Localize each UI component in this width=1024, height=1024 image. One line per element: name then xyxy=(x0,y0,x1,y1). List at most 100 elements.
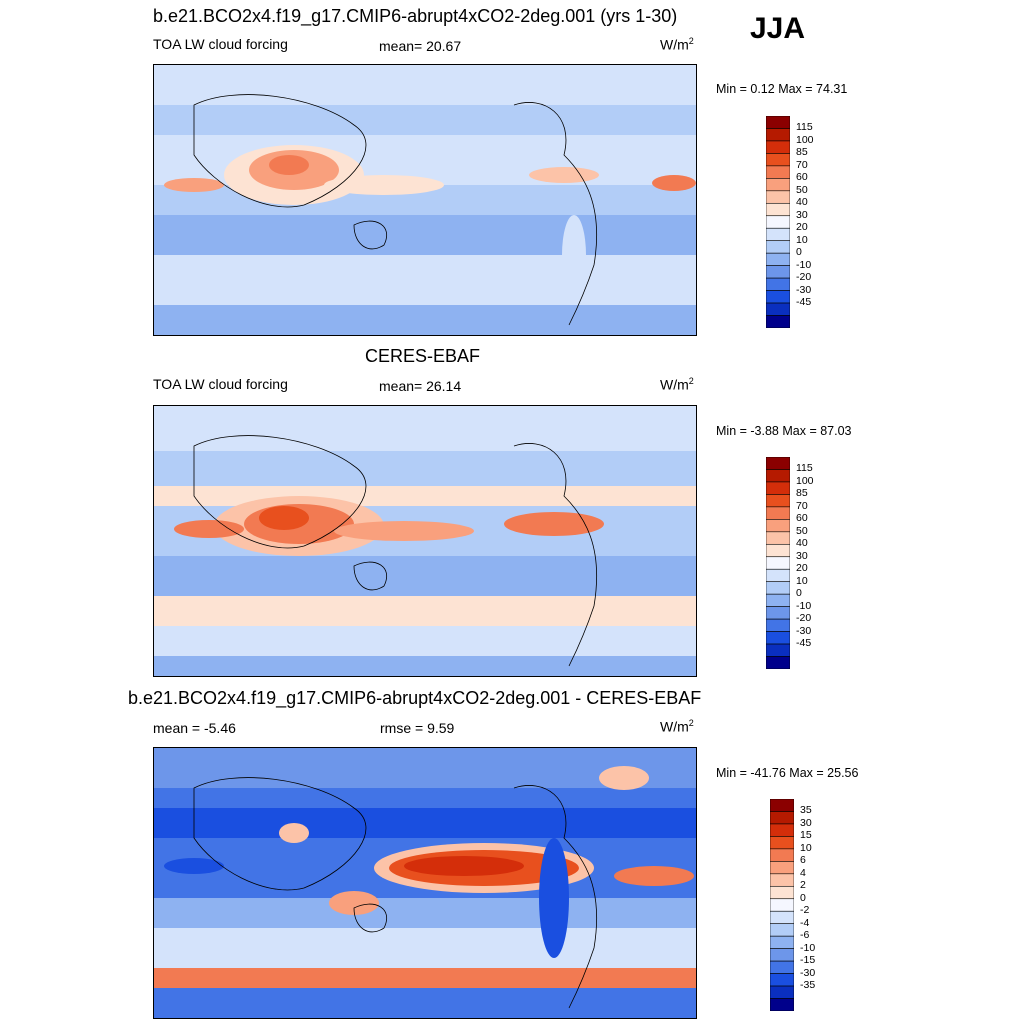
colorbar-tick-label: 30 xyxy=(796,208,808,221)
panel1-units: W/m2 xyxy=(660,36,694,53)
colorbar-tick-label: 115 xyxy=(796,462,813,475)
colorbar-tick-label: 85 xyxy=(796,487,808,500)
colorbar-swatch xyxy=(765,469,791,483)
panel2-variable: TOA LW cloud forcing xyxy=(153,376,288,392)
colorbar-swatch xyxy=(769,923,795,937)
colorbar-swatch xyxy=(765,240,791,254)
colorbar-swatch xyxy=(769,861,795,875)
colorbar-swatch xyxy=(769,811,795,825)
panel1-variable: TOA LW cloud forcing xyxy=(153,36,288,52)
colorbar-swatch xyxy=(765,153,791,167)
colorbar-swatch xyxy=(765,178,791,192)
colorbar-swatch xyxy=(765,606,791,620)
colorbar-swatch xyxy=(765,302,791,316)
panel1-minmax: Min = 0.12 Max = 74.31 xyxy=(716,82,848,96)
colorbar-tick-label: 10 xyxy=(796,233,808,246)
colorbar-tick-label: 35 xyxy=(800,804,812,817)
panel3-minmax: Min = -41.76 Max = 25.56 xyxy=(716,766,859,780)
panel3-title: b.e21.BCO2x4.f19_g17.CMIP6-abrupt4xCO2-2… xyxy=(128,688,702,708)
colorbar-tick-label: 50 xyxy=(796,524,808,537)
colorbar-swatch xyxy=(765,277,791,291)
colorbar-swatch xyxy=(765,481,791,495)
colorbar-swatch xyxy=(769,885,795,900)
colorbar-swatch xyxy=(765,215,791,229)
colorbar-tick-label: -10 xyxy=(796,258,812,271)
colorbar-swatch xyxy=(765,643,791,657)
colorbar-swatch xyxy=(769,836,795,850)
map-difference-field xyxy=(154,748,696,1018)
colorbar-swatch xyxy=(769,798,795,812)
colorbar-tick-label: 6 xyxy=(800,854,806,867)
colorbar-swatch xyxy=(765,618,791,632)
colorbar-swatch xyxy=(765,140,791,154)
colorbar-swatch xyxy=(765,165,791,179)
colorbar-tick-label: 0 xyxy=(796,587,802,600)
colorbar-swatch xyxy=(769,935,795,949)
panel2-colorbar xyxy=(765,456,791,670)
colorbar-tick-label: 40 xyxy=(796,537,808,550)
panel1-map xyxy=(153,64,697,336)
panel2-mean: mean= 26.14 xyxy=(379,378,462,394)
colorbar-swatch xyxy=(769,898,795,912)
colorbar-tick-label: 50 xyxy=(796,183,808,196)
panel3-colorbar-swatches xyxy=(769,798,795,1012)
colorbar-tick-label: 70 xyxy=(796,158,808,171)
colorbar-tick-label: -20 xyxy=(796,612,812,625)
colorbar-swatch xyxy=(765,568,791,583)
colorbar-tick-label: -10 xyxy=(796,599,812,612)
colorbar-swatch xyxy=(765,581,791,595)
colorbar-tick-label: 15 xyxy=(800,829,812,842)
colorbar-swatch xyxy=(765,128,791,142)
panel3-rmse: rmse = 9.59 xyxy=(380,720,455,736)
colorbar-tick-label: 10 xyxy=(800,841,812,854)
colorbar-tick-label: -30 xyxy=(800,966,816,979)
colorbar-swatch xyxy=(765,115,791,129)
colorbar-swatch xyxy=(765,290,791,304)
colorbar-tick-label: -6 xyxy=(800,929,810,942)
panel2-minmax: Min = -3.88 Max = 87.03 xyxy=(716,424,852,438)
colorbar-tick-label: 70 xyxy=(796,499,808,512)
colorbar-tick-label: -2 xyxy=(800,904,810,917)
colorbar-swatch xyxy=(765,631,791,645)
colorbar-swatch xyxy=(765,456,791,470)
colorbar-swatch xyxy=(765,265,791,279)
colorbar-tick-label: 40 xyxy=(796,196,808,209)
colorbar-tick-label: 10 xyxy=(796,574,808,587)
colorbar-tick-label: 20 xyxy=(796,221,808,234)
panel2-units: W/m2 xyxy=(660,376,694,393)
colorbar-swatch xyxy=(769,873,795,887)
colorbar-tick-label: 30 xyxy=(800,816,812,829)
colorbar-swatch xyxy=(769,948,795,962)
panel1-mean: mean= 20.67 xyxy=(379,38,462,54)
colorbar-tick-label: 100 xyxy=(796,133,814,146)
colorbar-swatch xyxy=(765,227,791,242)
colorbar-tick-label: 100 xyxy=(796,474,814,487)
colorbar-tick-label: -45 xyxy=(796,296,812,309)
colorbar-swatch xyxy=(765,543,791,558)
season-label: JJA xyxy=(750,12,806,45)
colorbar-tick-label: 30 xyxy=(796,549,808,562)
colorbar-tick-label: -45 xyxy=(796,637,812,650)
colorbar-swatch xyxy=(765,519,791,533)
colorbar-tick-label: 4 xyxy=(800,866,806,879)
colorbar-swatch xyxy=(769,960,795,974)
colorbar-swatch xyxy=(765,315,791,329)
colorbar-swatch xyxy=(765,531,791,545)
colorbar-swatch xyxy=(769,910,795,925)
colorbar-swatch xyxy=(769,985,795,999)
colorbar-swatch xyxy=(765,190,791,204)
colorbar-swatch xyxy=(769,823,795,837)
panel2-map xyxy=(153,405,697,677)
colorbar-swatch xyxy=(769,848,795,862)
colorbar-swatch xyxy=(765,506,791,520)
colorbar-tick-label: -10 xyxy=(800,941,816,954)
colorbar-tick-label: -30 xyxy=(796,283,812,296)
map-model-field xyxy=(154,65,696,335)
colorbar-swatch xyxy=(765,202,791,217)
colorbar-swatch xyxy=(765,593,791,607)
colorbar-tick-label: 115 xyxy=(796,121,813,134)
colorbar-swatch xyxy=(765,556,791,570)
panel3-map xyxy=(153,747,697,1019)
panel2-title: CERES-EBAF xyxy=(365,346,481,366)
colorbar-tick-label: -35 xyxy=(800,979,816,992)
